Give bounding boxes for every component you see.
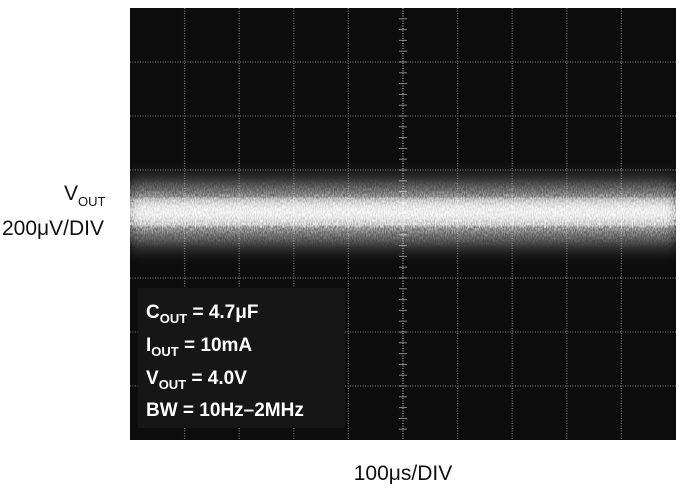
condition: BW = 10Hz–2MHz: [146, 400, 304, 421]
conditions-box: [138, 288, 345, 428]
y-scale: 200μV/DIV: [2, 217, 104, 240]
x-scale: 100μs/DIV: [354, 462, 452, 485]
condition: COUT = 4.7μF: [146, 302, 258, 326]
condition: VOUT = 4.0V: [146, 368, 247, 392]
conditions: COUT = 4.7μF IOUT = 10mA VOUT = 4.0V BW …: [146, 302, 304, 421]
y-label: VOUT: [64, 182, 106, 209]
condition: IOUT = 10mA: [146, 335, 252, 359]
noise-trace: [130, 168, 676, 258]
